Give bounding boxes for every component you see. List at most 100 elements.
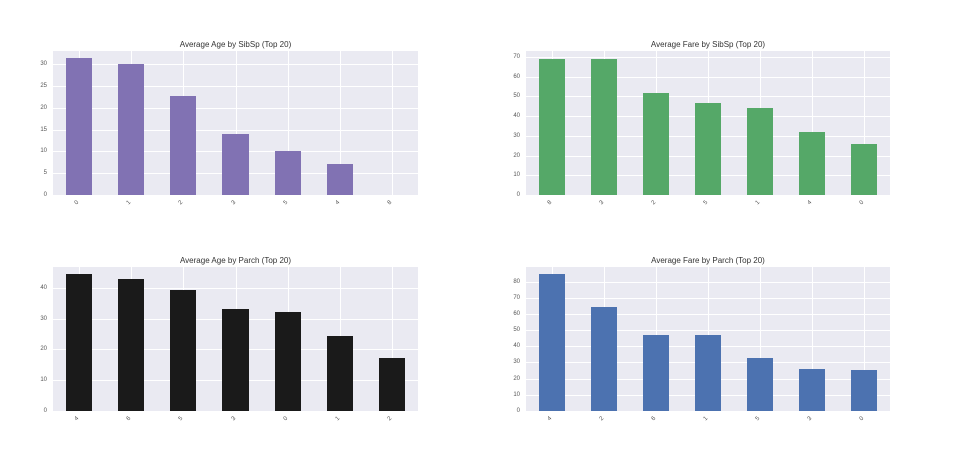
gridline-vertical	[340, 51, 341, 195]
gridline-horizontal	[53, 130, 418, 131]
x-tick-label: 2	[650, 199, 658, 207]
bar-0	[66, 57, 93, 195]
y-tick-label: 10	[513, 172, 520, 179]
y-tick-label: 0	[516, 408, 520, 414]
y-tick-label: 10	[513, 391, 520, 398]
x-tick-label: 0	[282, 415, 289, 423]
x-tick-label: 6	[125, 415, 133, 423]
gridline-vertical	[760, 267, 761, 411]
bar-5	[170, 290, 197, 411]
x-tick-label: 1	[702, 415, 710, 423]
bar-5	[747, 358, 773, 411]
bar-1	[118, 63, 145, 195]
y-tick-label: 20	[40, 346, 47, 353]
y-tick-label: 60	[513, 73, 520, 80]
x-tick-label: 0	[858, 199, 866, 207]
y-tick-label: 70	[513, 294, 520, 301]
gridline-horizontal	[53, 108, 418, 109]
y-tick-label: 20	[513, 375, 520, 382]
gridline-horizontal	[53, 86, 418, 87]
x-tick-label: 5	[178, 415, 185, 423]
y-tick-label: 15	[40, 126, 47, 133]
gridline-horizontal	[53, 288, 418, 289]
bar-6	[118, 278, 145, 411]
x-tick-label: 2	[598, 415, 606, 423]
x-tick-label: 0	[858, 415, 866, 423]
bar-5	[274, 150, 301, 195]
bar-3	[222, 308, 249, 411]
y-tick-label: 0	[516, 192, 520, 198]
bar-4	[799, 132, 825, 195]
x-tick-label: 4	[73, 415, 81, 423]
x-tick-label: 8	[546, 199, 554, 207]
x-tick-label: 5	[702, 199, 710, 207]
x-tick-label: 4	[806, 199, 814, 207]
gridline-vertical	[236, 51, 237, 195]
x-tick-label: 0	[73, 199, 81, 207]
bar-5	[695, 102, 721, 195]
bar-1	[326, 335, 353, 411]
y-tick-label: 30	[40, 315, 47, 322]
bar-4	[66, 274, 93, 411]
y-tick-label: 40	[40, 284, 47, 291]
plot-area-age_sibsp	[53, 51, 418, 195]
bar-0	[851, 144, 877, 195]
bar-2	[591, 306, 617, 411]
x-tick-label: 6	[650, 415, 658, 423]
x-tick-label: 1	[334, 415, 342, 423]
x-tick-label: 3	[806, 415, 814, 423]
gridline-vertical	[288, 51, 289, 195]
x-tick-label: 1	[754, 199, 762, 207]
bar-3	[222, 134, 249, 195]
y-tick-label: 80	[513, 278, 520, 285]
gridline-vertical	[392, 267, 393, 411]
bar-8	[539, 58, 565, 195]
plot-area-fare_sibsp	[526, 51, 890, 195]
bar-1	[747, 108, 773, 195]
gridline-vertical	[864, 51, 865, 195]
y-tick-label: 0	[43, 192, 47, 198]
y-tick-label: 5	[43, 170, 47, 177]
bar-0	[274, 311, 301, 411]
plot-area-fare_parch	[526, 267, 890, 411]
bar-3	[591, 59, 617, 195]
bar-3	[799, 369, 825, 411]
y-tick-label: 70	[513, 53, 520, 60]
y-tick-label: 30	[513, 132, 520, 139]
gridline-vertical	[812, 51, 813, 195]
y-tick-label: 50	[513, 327, 520, 334]
chart-title-age-parch: Average Age by Parch (Top 20)	[179, 256, 292, 265]
bar-2	[378, 358, 405, 411]
bar-4	[326, 163, 353, 195]
x-tick-label: 5	[282, 199, 289, 207]
y-tick-label: 30	[40, 61, 47, 68]
gridline-horizontal	[53, 64, 418, 65]
y-tick-label: 60	[513, 310, 520, 317]
gridline-vertical	[864, 267, 865, 411]
y-tick-label: 20	[513, 152, 520, 159]
bar-2	[643, 92, 669, 195]
bar-6	[643, 335, 669, 411]
y-tick-label: 30	[513, 359, 520, 366]
y-tick-label: 20	[40, 104, 47, 111]
bar-4	[539, 273, 565, 411]
x-tick-label: 1	[125, 199, 133, 207]
x-tick-label: 2	[178, 199, 185, 207]
chart-title-fare-sibsp: Average Fare by SibSp (Top 20)	[650, 40, 766, 49]
x-tick-label: 3	[598, 199, 606, 207]
x-tick-label: 2	[386, 415, 394, 423]
y-tick-label: 40	[513, 113, 520, 120]
y-tick-label: 40	[513, 343, 520, 350]
x-tick-label: 3	[230, 199, 237, 207]
y-tick-label: 10	[40, 377, 47, 384]
y-tick-label: 10	[40, 148, 47, 155]
y-tick-label: 50	[513, 93, 520, 100]
y-tick-label: 25	[40, 82, 47, 89]
x-tick-label: 4	[334, 199, 342, 207]
gridline-vertical	[392, 51, 393, 195]
bar-1	[695, 335, 721, 411]
x-tick-label: 4	[546, 415, 554, 423]
x-tick-label: 8	[386, 199, 394, 207]
x-tick-label: 3	[230, 415, 237, 423]
bar-0	[851, 369, 877, 411]
